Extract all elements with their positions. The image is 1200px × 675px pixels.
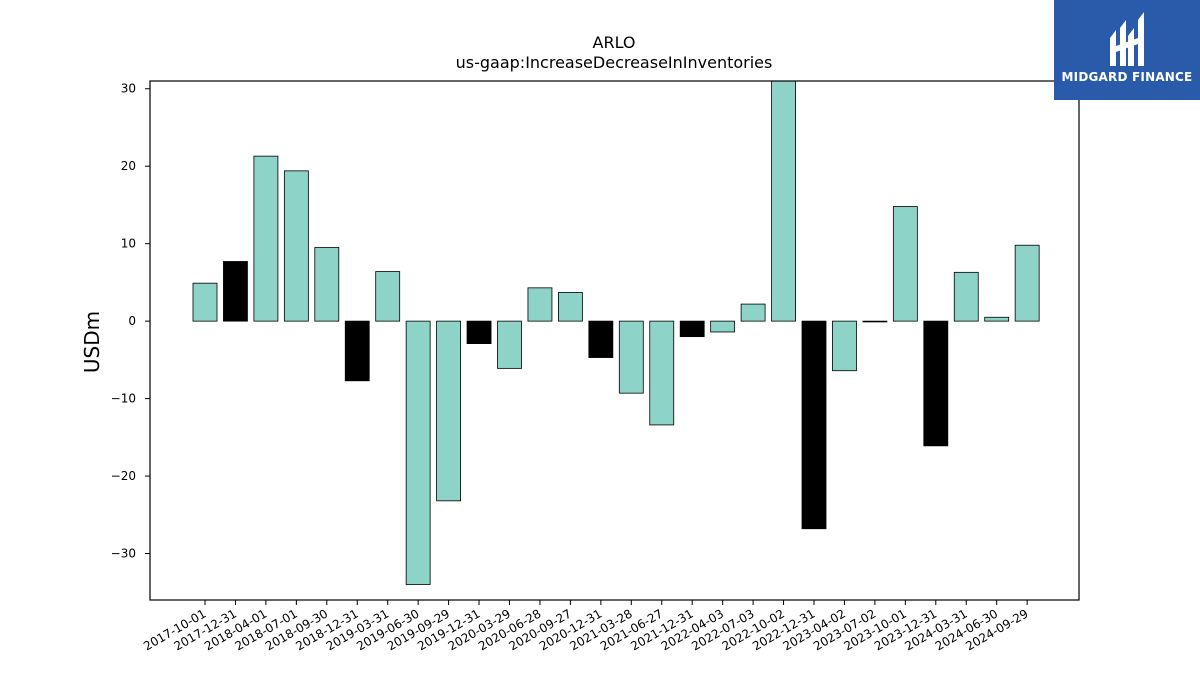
bar-2021-06-27 [649,320,675,426]
bar-2018-04-01 [253,155,279,322]
bar-2017-10-01 [192,282,218,322]
midgard-finance-logo: MIDGARD FINANCE [1054,0,1200,100]
bar-2024-06-30 [984,316,1010,322]
bar-2021-03-28 [618,320,644,394]
bar-2020-12-31 [588,320,614,358]
bar-2023-07-02 [862,320,888,323]
bar-2023-12-31 [923,320,949,447]
bar-2023-10-01 [892,206,918,322]
y-tick-label: −10 [111,392,136,406]
bar-2018-12-31 [344,320,370,382]
brand-name: MIDGARD FINANCE [1061,70,1193,84]
bar-2022-07-03 [740,303,766,322]
bar-2020-09-27 [558,292,583,322]
bar-2022-12-31 [801,320,827,530]
y-axis-ticks: −30 −20 −10 0 10 20 30 [111,82,150,561]
bar-2021-12-31 [679,320,705,338]
y-tick-label: 10 [121,237,136,251]
bar-2019-09-29 [436,320,462,502]
bar-2019-12-31 [466,320,492,344]
bar-2024-03-31 [953,271,979,322]
bar-2018-07-01 [283,170,309,322]
x-axis-ticks: 2017-10-012017-12-312018-04-012018-07-01… [141,600,1031,653]
bar-2020-03-29 [497,320,522,369]
bar-2019-06-30 [405,320,431,585]
chart-subtitle: us-gaap:IncreaseDecreaseInInventories [456,53,773,72]
y-tick-label: 30 [121,82,136,96]
bar-2017-12-31 [223,261,248,322]
bar-2018-09-30 [314,247,340,322]
y-axis-label: USDm [80,311,104,373]
bar-2024-09-29 [1014,244,1040,322]
bar-2020-06-28 [527,287,553,322]
bar-2022-10-02 [771,80,796,322]
y-tick-label: 20 [121,159,136,173]
bar-2023-04-02 [832,320,857,372]
y-tick-label: −20 [111,469,136,483]
y-tick-label: −30 [111,547,136,561]
chart-title: ARLO [593,33,636,52]
bars-group [192,80,1040,585]
plot-frame [149,80,1080,601]
midgard-logo-icon [1110,12,1144,66]
bar-2022-04-03 [710,320,736,333]
y-tick-label: 0 [128,314,136,328]
bar-2019-03-31 [375,271,401,322]
